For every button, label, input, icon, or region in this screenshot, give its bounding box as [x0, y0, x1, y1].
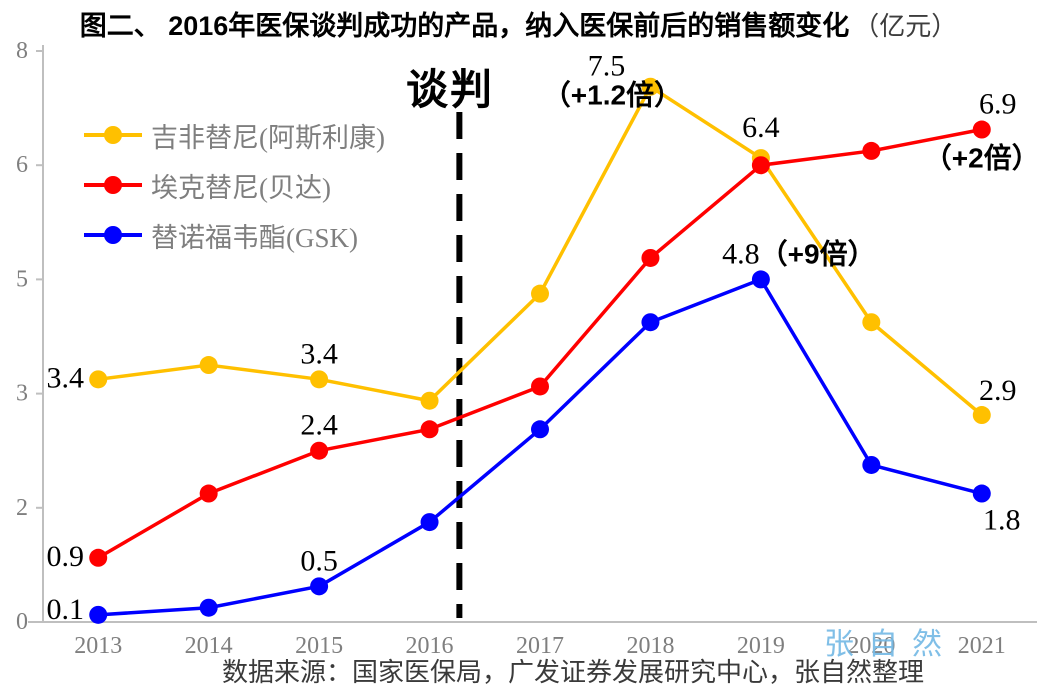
data-point-0-2013	[89, 370, 108, 389]
watermark-text: 张自然	[824, 628, 956, 661]
x-tick-label: 2013	[74, 633, 122, 659]
data-point-1-2014	[199, 484, 218, 503]
data-label: 0.5	[300, 544, 338, 577]
y-tick-label: 5	[16, 266, 28, 292]
data-label: 6.4	[742, 111, 780, 144]
x-tick-label: 2014	[185, 633, 233, 659]
y-tick-label: 3	[16, 381, 28, 407]
data-point-1-2019	[751, 156, 770, 175]
legend-item-icotinib: 埃克替尼(贝达)	[84, 160, 385, 210]
data-point-1-2016	[420, 420, 439, 439]
series-line-2	[98, 277, 983, 617]
data-point-0-2021	[972, 406, 991, 425]
data-point-0-2016	[420, 391, 439, 410]
data-point-0-2020	[862, 313, 881, 332]
data-label: 6.9	[979, 87, 1017, 120]
data-label: 2.4	[300, 408, 338, 441]
legend-label-tenofovir: 替诺福韦酯(GSK)	[151, 222, 358, 253]
data-label: 4.8（+9倍）	[722, 237, 875, 270]
y-tick-label: 2	[16, 495, 28, 521]
data-label: 2.9	[979, 374, 1017, 407]
data-point-1-2020	[862, 141, 881, 160]
data-point-2-2013	[89, 605, 108, 624]
x-tick-label: 2017	[516, 633, 564, 659]
chart-title-unit: （亿元）	[853, 12, 958, 41]
legend-marker-tenofovir	[84, 226, 142, 244]
data-point-1-2017	[531, 377, 549, 396]
data-point-1-2015	[310, 441, 329, 460]
legend-label-icotinib: 埃克替尼(贝达)	[151, 172, 331, 203]
legend-label-gefitinib: 吉非替尼(阿斯利康)	[151, 122, 385, 153]
data-point-0-2014	[199, 356, 218, 375]
legend-marker-icotinib	[84, 176, 142, 194]
data-label: 0.9	[46, 539, 84, 572]
chart-legend: 吉非替尼(阿斯利康) 埃克替尼(贝达) 替诺福韦酯(GSK)	[84, 110, 385, 260]
x-tick-label: 2020	[847, 633, 895, 659]
x-tick-label: 2019	[737, 633, 785, 659]
data-label: 3.4	[300, 337, 338, 370]
data-label: （+2倍）	[924, 141, 1037, 173]
data-point-1-2018	[641, 248, 660, 267]
legend-item-tenofovir: 替诺福韦酯(GSK)	[84, 210, 385, 260]
x-tick-label: 2021	[958, 633, 1006, 659]
negotiation-label: 谈判	[406, 66, 495, 113]
source-note: 数据来源：国家医保局，广发证券发展研究中心，张自然整理	[222, 658, 925, 687]
chart-title: 图二、 2016年医保谈判成功的产品，纳入医保前后的销售额变化 （亿元）	[0, 4, 1037, 43]
data-point-2-2018	[641, 313, 660, 332]
data-point-1-2021	[972, 120, 991, 139]
data-point-0-2018	[641, 77, 660, 96]
data-point-2-2020	[862, 455, 881, 474]
data-point-2-2016	[420, 513, 439, 532]
data-label: 3.4	[46, 361, 84, 394]
data-label: 1.8	[983, 503, 1021, 536]
x-tick-label: 2015	[295, 633, 343, 659]
x-tick-label: 2016	[406, 633, 454, 659]
chart-title-text: 图二、 2016年医保谈判成功的产品，纳入医保前后的销售额变化	[79, 11, 850, 41]
y-tick-label: 0	[16, 609, 28, 635]
data-point-2-2014	[199, 598, 218, 617]
data-label: （+1.2倍）	[543, 78, 682, 110]
data-label: 0.1	[46, 592, 84, 625]
data-point-0-2017	[531, 284, 549, 303]
data-point-1-2013	[89, 548, 108, 567]
data-point-2-2021	[972, 484, 991, 503]
legend-marker-gefitinib	[84, 126, 142, 144]
data-point-0-2015	[310, 370, 329, 389]
y-tick-label: 8	[16, 38, 28, 64]
y-tick-label: 6	[16, 152, 28, 178]
data-point-2-2017	[531, 420, 549, 439]
x-tick-label: 2018	[626, 633, 674, 659]
data-point-2-2015	[310, 577, 329, 596]
data-point-2-2019	[751, 270, 770, 289]
legend-item-gefitinib: 吉非替尼(阿斯利康)	[84, 110, 385, 160]
data-label: 7.5	[588, 49, 626, 82]
